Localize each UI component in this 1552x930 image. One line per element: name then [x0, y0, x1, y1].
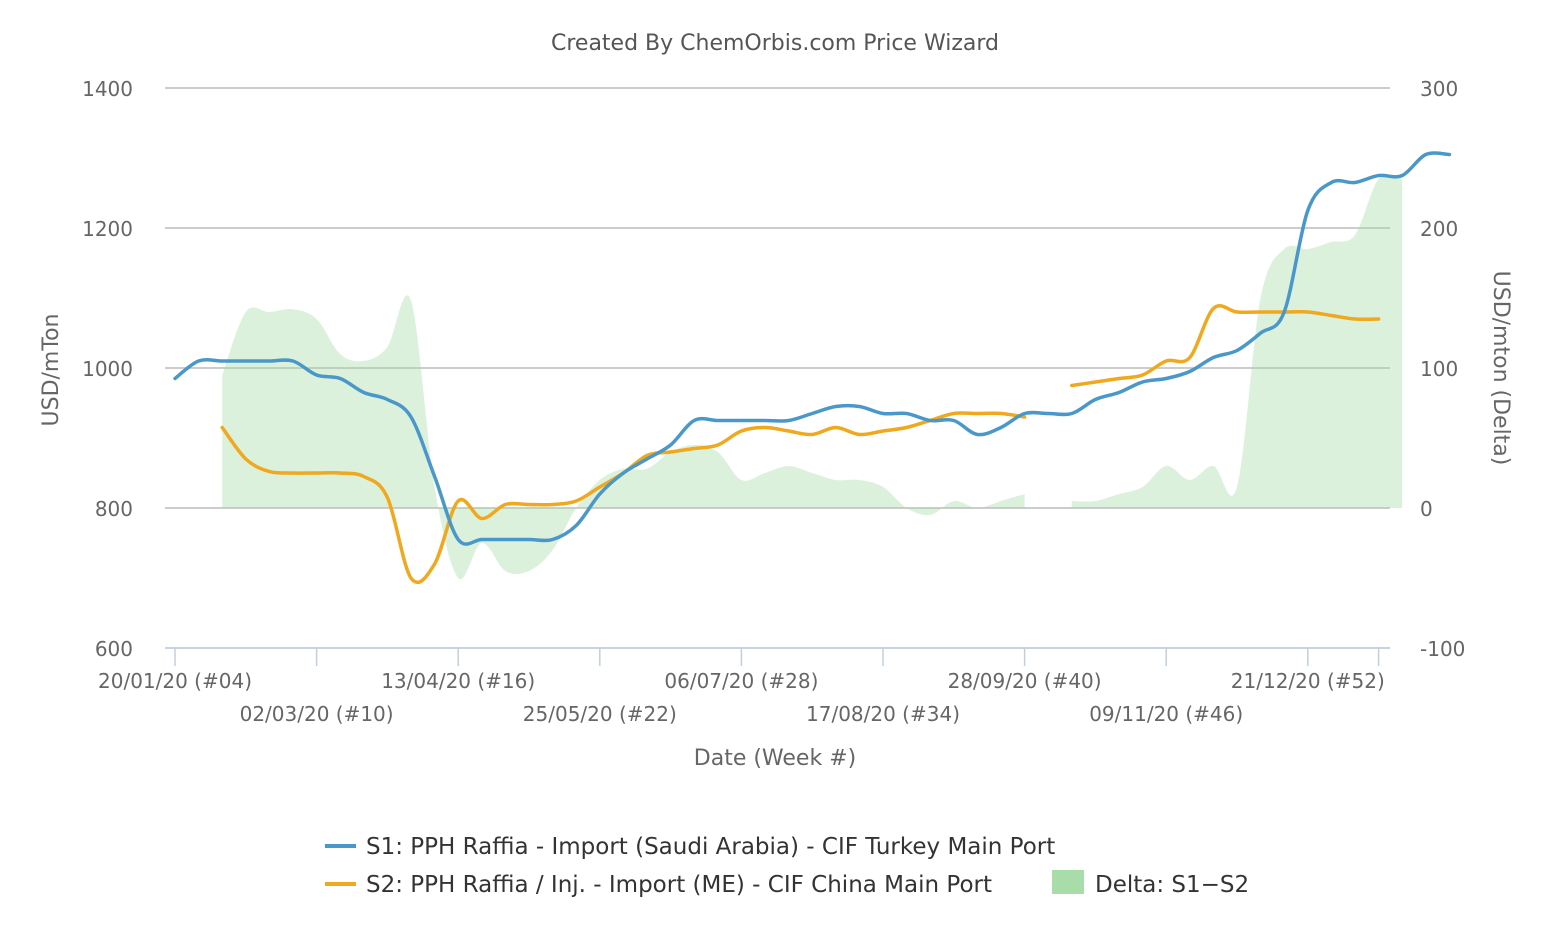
x-tick-label-6: 28/09/20 (#40): [948, 669, 1102, 693]
legend: S1: PPH Raffia - Import (Saudi Arabia) -…: [325, 834, 1249, 898]
legend-label-s1: S1: PPH Raffia - Import (Saudi Arabia) -…: [366, 834, 1055, 860]
x-tick-label-1: 02/03/20 (#10): [240, 702, 394, 726]
x-tick-label-2: 13/04/20 (#16): [381, 669, 535, 693]
legend-item-s1[interactable]: S1: PPH Raffia - Import (Saudi Arabia) -…: [325, 834, 1055, 860]
legend-label-delta: Delta: S1−S2: [1095, 872, 1249, 898]
y-tick-label-4: 1400: [82, 77, 133, 101]
y-axis-title: USD/mTon: [39, 314, 64, 427]
legend-item-delta[interactable]: Delta: S1−S2: [1052, 870, 1249, 898]
x-tick-label-8: 21/12/20 (#52): [1231, 669, 1385, 693]
chart-title: Created By ChemOrbis.com Price Wizard: [551, 31, 999, 56]
y-tick-label-1: 800: [95, 497, 133, 521]
x-axis-title: Date (Week #): [694, 746, 856, 771]
y2-tick-label-3: 200: [1420, 217, 1458, 241]
legend-label-s2: S2: PPH Raffia / Inj. - Import (ME) - CI…: [366, 872, 992, 898]
y2-tick-label-2: 100: [1420, 357, 1458, 381]
x-tick-label-5: 17/08/20 (#34): [806, 702, 960, 726]
series-lines-layer: [173, 151, 1452, 585]
right-y-axis: -100 0 100 200 300: [1420, 77, 1465, 661]
x-tick-label-0: 20/01/20 (#04): [98, 669, 252, 693]
delta-area-layer: [222, 174, 1403, 580]
y2-axis-title: USD/mton (Delta): [1488, 271, 1513, 466]
y2-tick-label-0: -100: [1420, 637, 1465, 661]
y-tick-label-2: 1000: [82, 357, 133, 381]
series-line-s2-1[interactable]: [1070, 304, 1381, 388]
delta-area-segment-1[interactable]: [1071, 174, 1403, 508]
y-tick-label-3: 1200: [82, 217, 133, 241]
x-tick-label-7: 09/11/20 (#46): [1089, 702, 1243, 726]
y2-tick-label-1: 0: [1420, 497, 1433, 521]
delta-area-segment-0[interactable]: [222, 295, 1025, 580]
y2-tick-label-4: 300: [1420, 77, 1458, 101]
legend-swatch-delta: [1052, 870, 1084, 894]
x-axis: 20/01/20 (#04) 02/03/20 (#10) 13/04/20 (#1…: [98, 647, 1390, 726]
y-tick-label-0: 600: [95, 637, 133, 661]
x-tick-label-3: 25/05/20 (#22): [523, 702, 677, 726]
legend-item-s2[interactable]: S2: PPH Raffia / Inj. - Import (ME) - CI…: [325, 872, 992, 898]
left-y-axis: 600 800 1000 1200 1400: [82, 77, 133, 661]
x-tick-label-4: 06/07/20 (#28): [664, 669, 818, 693]
series-line-s1-0[interactable]: [173, 151, 1452, 546]
